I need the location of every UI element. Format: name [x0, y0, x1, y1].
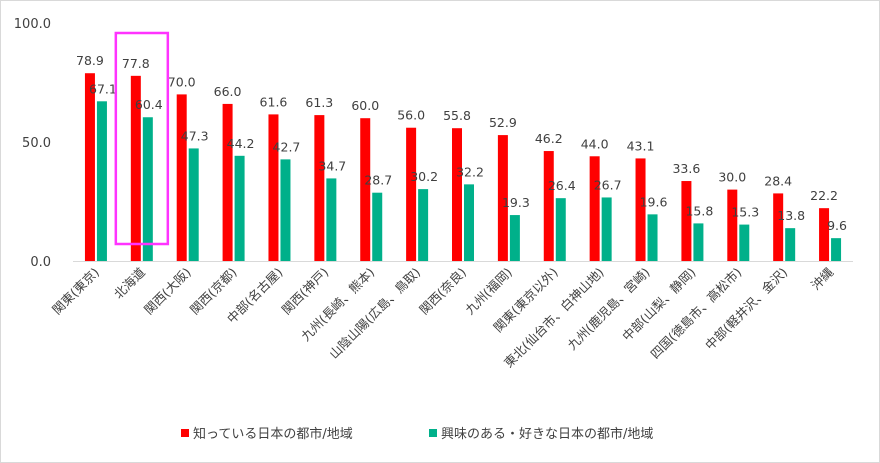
data-label-known: 56.0: [397, 108, 425, 123]
y-tick-label: 100.0: [14, 17, 51, 32]
bar-interested: [96, 101, 107, 261]
data-label-known: 30.0: [718, 170, 746, 185]
data-label-interested: 60.4: [135, 97, 163, 112]
bar-interested: [831, 238, 842, 261]
bar-known: [681, 181, 692, 261]
bar-known: [452, 128, 462, 261]
bar-known: [84, 73, 95, 261]
bar-interested: [188, 148, 199, 261]
category-label: 北海道: [111, 264, 148, 301]
data-label-known: 61.6: [260, 94, 288, 109]
bar-interested: [372, 192, 383, 261]
bar-interested: [464, 184, 474, 261]
bar-known: [176, 94, 187, 262]
data-label-known: 70.0: [168, 74, 196, 89]
bar-interested: [693, 223, 704, 261]
data-label-known: 43.1: [627, 138, 655, 153]
bar-known: [543, 151, 554, 261]
bar-interested: [280, 159, 291, 261]
data-label-known: 55.8: [443, 108, 471, 123]
data-label-known: 66.0: [214, 84, 242, 99]
data-label-known: 33.6: [672, 161, 700, 176]
legend-swatch-known: [181, 429, 189, 437]
bar-interested: [142, 117, 153, 261]
bar-known: [130, 75, 141, 261]
data-label-known: 77.8: [122, 56, 150, 71]
y-tick-label: 50.0: [22, 136, 51, 151]
data-label-interested: 44.2: [227, 136, 255, 151]
y-tick-label: 0.0: [30, 255, 51, 270]
data-label-interested: 13.8: [777, 208, 805, 223]
data-label-known: 28.4: [764, 173, 792, 188]
bar-known: [314, 115, 325, 261]
highlight-box: [114, 31, 170, 246]
category-label: 関西(奈良): [416, 265, 469, 318]
data-label-known: 52.9: [489, 115, 517, 130]
data-label-interested: 15.8: [685, 203, 713, 218]
bar-interested: [739, 224, 750, 261]
bar-known: [268, 114, 279, 261]
legend-label-known: 知っている日本の都市/地域: [193, 426, 353, 442]
data-label-interested: 26.4: [548, 178, 576, 193]
data-label-interested: 26.7: [594, 177, 622, 192]
data-label-interested: 15.3: [731, 205, 759, 220]
bar-interested: [601, 197, 612, 261]
bar-known: [773, 193, 784, 261]
category-label: 中部(軽井沢、金沢): [702, 265, 790, 353]
category-label: 関東(東京): [49, 265, 102, 318]
bar-known: [406, 127, 417, 261]
category-label: 九州(鹿児島、宮崎): [564, 265, 652, 353]
legend-label-interested: 興味のある・好きな日本の都市/地域: [441, 426, 653, 442]
bar-known: [819, 208, 830, 261]
bar-interested: [555, 198, 566, 261]
bar-interested: [326, 178, 337, 261]
bar-known: [589, 156, 600, 261]
bar-interested: [509, 215, 520, 261]
bar-interested: [234, 155, 245, 261]
data-label-known: 60.0: [351, 98, 379, 113]
bar-known: [635, 158, 646, 261]
data-label-interested: 42.7: [273, 139, 301, 154]
bar-known: [222, 103, 233, 261]
data-label-interested: 32.2: [456, 164, 484, 179]
data-label-interested: 19.3: [502, 195, 530, 210]
bar-interested: [785, 228, 796, 261]
data-label-interested: 28.7: [364, 173, 392, 188]
bar-interested: [418, 189, 429, 261]
data-label-known: 44.0: [581, 136, 609, 151]
bar-known: [497, 135, 508, 261]
data-label-known: 46.2: [535, 131, 563, 146]
data-label-interested: 30.2: [410, 169, 438, 184]
category-label: 山陰山陽(広島、鳥取): [326, 265, 423, 362]
bar-known: [727, 189, 738, 261]
category-label: 沖縄: [808, 264, 837, 293]
bar-interested: [647, 214, 658, 261]
category-label: 関西(大阪): [141, 265, 194, 318]
data-label-interested: 67.1: [89, 81, 117, 96]
legend-swatch-interested: [429, 429, 437, 437]
data-label-known: 61.3: [305, 95, 333, 110]
data-label-interested: 9.6: [827, 218, 847, 233]
data-label-interested: 19.6: [640, 194, 668, 209]
data-label-interested: 34.7: [318, 158, 346, 173]
bar-known: [360, 118, 371, 261]
data-label-known: 78.9: [76, 53, 104, 68]
data-label-interested: 47.3: [181, 128, 209, 143]
data-label-known: 22.2: [810, 188, 838, 203]
